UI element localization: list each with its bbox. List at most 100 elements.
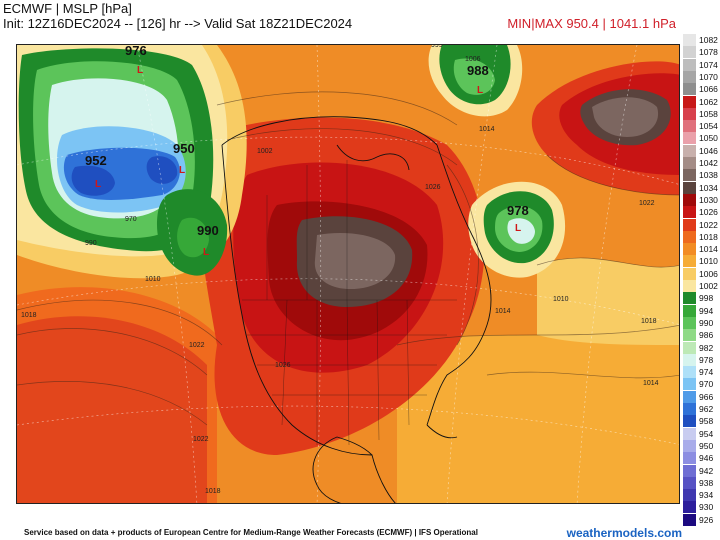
colorbar-swatch — [683, 70, 696, 83]
colorbar-step: 1030 — [683, 193, 719, 206]
colorbar-step: 1014 — [683, 243, 719, 256]
baffin-low-ring-3 — [453, 58, 495, 95]
alaska-low-inner — [177, 217, 209, 258]
colorbar-swatch — [683, 513, 696, 526]
colorbar-swatch — [683, 157, 696, 169]
colorbar-swatch — [683, 292, 696, 305]
colorbar-swatch — [683, 366, 696, 379]
colorbar-label: 1066 — [699, 84, 718, 95]
graticule — [17, 45, 679, 503]
pressure-center-value: 976 — [125, 45, 147, 58]
colorbar-swatch — [683, 132, 696, 145]
colorbar-label: 1018 — [699, 231, 718, 242]
colorbar-label: 1038 — [699, 170, 718, 181]
colorbar-step: 1078 — [683, 46, 719, 59]
colorbar-label: 930 — [699, 502, 714, 513]
colorbar-label: 1058 — [699, 108, 718, 119]
contour-labels: 970 990 1010 1018 1022 1026 1014 1010 99… — [21, 45, 659, 495]
colorbar-step: 930 — [683, 501, 719, 514]
colorbar-step: 970 — [683, 378, 719, 391]
brand-link[interactable]: weathermodels.com — [566, 526, 682, 540]
isobar-lines — [17, 91, 679, 426]
colorbar-swatch — [683, 316, 696, 329]
colorbar-label: 990 — [699, 317, 714, 328]
colorbar-label: 1030 — [699, 194, 718, 205]
colorbar-swatch — [683, 193, 696, 206]
colorbar-label: 1078 — [699, 47, 718, 58]
pressure-center-value: 978 — [507, 203, 529, 218]
colorbar-swatch — [683, 452, 696, 465]
colorbar-swatch — [683, 267, 696, 280]
colorbar-label: 1022 — [699, 219, 718, 230]
colorbar-step: 990 — [683, 316, 719, 329]
colorbar-step: 1042 — [683, 157, 719, 169]
colorbar-step: 946 — [683, 452, 719, 465]
contour-label: 1010 — [553, 296, 569, 303]
contour-label: 1022 — [189, 342, 205, 349]
colorbar-label: 1082 — [699, 35, 718, 45]
colorbar-label: 978 — [699, 354, 714, 365]
colorbar-swatch — [683, 120, 696, 133]
colorbar-step: 1022 — [683, 218, 719, 231]
contour-label: 1014 — [479, 126, 495, 133]
contour-label: 1026 — [425, 184, 441, 191]
colorbar-swatch — [683, 415, 696, 428]
colorbar-step: 1002 — [683, 280, 719, 292]
colorbar-swatch — [683, 501, 696, 514]
contour-label: 1018 — [205, 488, 221, 495]
contour-label: 1002 — [257, 148, 273, 155]
low-marker: L — [203, 247, 209, 258]
pacific-high-core — [17, 316, 207, 503]
colorbar-label: 1046 — [699, 145, 718, 156]
colorbar-step: 966 — [683, 390, 719, 403]
colorbar-swatch — [683, 46, 696, 59]
contour-label: 1014 — [495, 308, 511, 315]
colorbar-swatch — [683, 403, 696, 415]
contour-label: 1022 — [639, 200, 655, 207]
colorbar-swatch — [683, 353, 696, 366]
colorbar-step: 1066 — [683, 83, 719, 96]
colorbar-step: 978 — [683, 353, 719, 366]
colorbar-step: 950 — [683, 439, 719, 452]
colorbar-label: 1034 — [699, 182, 718, 193]
pacific-low-core-2 — [146, 156, 178, 184]
colorbar-step: 1046 — [683, 144, 719, 157]
colorbar-swatch — [683, 255, 696, 268]
colorbar-label: 926 — [699, 514, 714, 525]
colorbar-label: 994 — [699, 305, 714, 316]
colorbar-swatch — [683, 489, 696, 502]
low-marker: L — [179, 165, 185, 176]
colorbar-label: 970 — [699, 379, 714, 390]
colorbar-swatch — [683, 230, 696, 243]
pacific-low-core-1 — [71, 165, 115, 196]
low-markers: L L L L L L — [95, 65, 521, 258]
colorbar-swatch — [683, 427, 696, 440]
coastlines — [221, 116, 492, 503]
colorbar-label: 1026 — [699, 207, 718, 218]
colorbar-step: 1006 — [683, 267, 719, 280]
colorbar-label: 958 — [699, 416, 714, 427]
colorbar-step: 934 — [683, 489, 719, 502]
chart-title: ECMWF | MSLP [hPa] — [3, 1, 132, 16]
colorbar-step: 986 — [683, 329, 719, 342]
mslp-map: L L L L L L 976 952 950 990 988 978 970 … — [16, 44, 680, 504]
atlantic-band-2 — [537, 258, 679, 345]
colorbar-label: 934 — [699, 490, 714, 501]
colorbar-step: 994 — [683, 304, 719, 317]
colorbar-step: 1070 — [683, 70, 719, 83]
colorbar-swatch — [683, 390, 696, 403]
colorbar-step: 1082 — [683, 34, 719, 46]
contour-label: 999 — [431, 45, 443, 49]
contour-label: 1006 — [465, 56, 481, 63]
contour-label: 970 — [125, 216, 137, 223]
pressure-colorbar: 1082 1078 1074 1070 1066 1062 1058 1054 1050 1046… — [683, 34, 719, 526]
colorbar-step: 998 — [683, 292, 719, 305]
colorbar-step: 1010 — [683, 255, 719, 268]
colorbar-step: 1018 — [683, 230, 719, 243]
colorbar-label: 1050 — [699, 133, 718, 144]
colorbar-swatch — [683, 169, 696, 182]
political-borders — [242, 160, 457, 446]
colorbar-step: 926 — [683, 513, 719, 526]
colorbar-label: 1002 — [699, 281, 718, 291]
contour-label: 1014 — [643, 380, 659, 387]
